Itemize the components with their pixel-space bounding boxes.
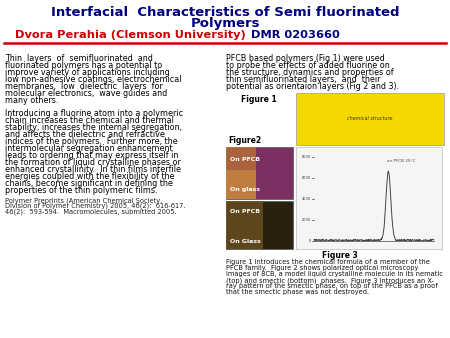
Text: that the smectic phase was not destroyed.: that the smectic phase was not destroyed…: [226, 289, 369, 295]
Text: energies coupled with the flexibility of the: energies coupled with the flexibility of…: [5, 172, 175, 180]
Text: Figure 3: Figure 3: [322, 251, 358, 260]
Text: PFCB based polymers (Fig 1) were used: PFCB based polymers (Fig 1) were used: [226, 54, 385, 63]
Bar: [226, 201, 263, 249]
Text: molecular electronics,  wave guides and: molecular electronics, wave guides and: [5, 89, 167, 98]
Text: On PFCB: On PFCB: [230, 209, 260, 214]
Text: and affects the dielectric and refractive: and affects the dielectric and refractiv…: [5, 129, 165, 139]
Text: Thin  layers  of  semifluorinated  and: Thin layers of semifluorinated and: [5, 54, 153, 63]
Bar: [226, 147, 293, 199]
Text: 46(2):  593-594.  Macromolecules, submitted 2005.: 46(2): 593-594. Macromolecules, submitte…: [5, 209, 176, 215]
Text: stability, increases the internal segregation,: stability, increases the internal segreg…: [5, 123, 182, 131]
Text: Figure2: Figure2: [228, 136, 261, 145]
Text: Interfacial  Characteristics of Semi fluorinated: Interfacial Characteristics of Semi fluo…: [51, 5, 399, 19]
Text: chain increases the chemical and thermal: chain increases the chemical and thermal: [5, 116, 174, 125]
Text: images of 8CB, a model liquid crystalline molecule in its nematic: images of 8CB, a model liquid crystallin…: [226, 271, 443, 277]
Bar: [296, 147, 442, 249]
Text: 4000: 4000: [302, 197, 311, 201]
Text: membranes,  low  dielectric  layers  for: membranes, low dielectric layers for: [5, 82, 163, 91]
Text: 8000: 8000: [302, 155, 311, 159]
Text: on PFCB 25°C: on PFCB 25°C: [387, 159, 415, 163]
Text: On PFCB: On PFCB: [230, 157, 260, 162]
Text: the structure, dynamics and properties of: the structure, dynamics and properties o…: [226, 68, 394, 77]
Text: many others.: many others.: [5, 96, 58, 105]
Bar: [296, 93, 444, 145]
Text: low non-adhesive coatings, electrochemical: low non-adhesive coatings, electrochemic…: [5, 75, 181, 84]
Bar: [226, 170, 256, 199]
Text: Figure 1 introduces the chemical formula of a member of the: Figure 1 introduces the chemical formula…: [226, 259, 430, 265]
Text: enhanced crystallinity.  In thin films interfile: enhanced crystallinity. In thin films in…: [5, 165, 181, 174]
Bar: [226, 147, 256, 199]
Text: 2000: 2000: [302, 218, 311, 222]
Text: intermolecular segregation enhancement: intermolecular segregation enhancement: [5, 144, 173, 152]
Text: chains, become significant in defining the: chains, become significant in defining t…: [5, 178, 173, 188]
Text: 0: 0: [309, 239, 311, 243]
Text: indices of the polymers.  Further more, the: indices of the polymers. Further more, t…: [5, 137, 178, 146]
Text: 6000: 6000: [302, 176, 311, 180]
Text: thin semifluorinated layers,  and  their: thin semifluorinated layers, and their: [226, 75, 381, 84]
Text: Polymers: Polymers: [190, 18, 260, 30]
Text: Dvora Perahia (Clemson University): Dvora Perahia (Clemson University): [14, 30, 245, 40]
Text: fluorinated polymers has a potential to: fluorinated polymers has a potential to: [5, 61, 162, 70]
Text: Introducing a fluorine atom into a polymeric: Introducing a fluorine atom into a polym…: [5, 108, 183, 118]
Text: leads to ordering that may express itself in: leads to ordering that may express itsel…: [5, 151, 178, 160]
Text: improve variety of applications including: improve variety of applications includin…: [5, 68, 170, 77]
Text: potential as orientaion layers (Fig 2 and 3).: potential as orientaion layers (Fig 2 an…: [226, 82, 399, 91]
Text: properties of the thin polymeric films.: properties of the thin polymeric films.: [5, 186, 157, 195]
Text: On glass: On glass: [230, 187, 260, 192]
Text: the formation of liquid crystalline phases or: the formation of liquid crystalline phas…: [5, 158, 181, 167]
Text: PFCB family.  Figure 2 shows polarized optical microscopy: PFCB family. Figure 2 shows polarized op…: [226, 265, 418, 271]
Text: chemical structure: chemical structure: [347, 117, 393, 121]
Text: DMR 0203660: DMR 0203660: [243, 30, 339, 40]
Text: Figure 1: Figure 1: [241, 95, 277, 104]
Text: ray pattern of the smectic phase, on top of the PFCB as a proof: ray pattern of the smectic phase, on top…: [226, 283, 437, 289]
Text: to probe the effects of added fluorine on: to probe the effects of added fluorine o…: [226, 61, 390, 70]
Bar: [226, 201, 293, 249]
Text: Division of Polymer Chemistry) 2005, 46(2):  616-617.: Division of Polymer Chemistry) 2005, 46(…: [5, 203, 185, 209]
Text: On Glass: On Glass: [230, 239, 261, 244]
Text: Polymer Preprints (American Chemical Society,: Polymer Preprints (American Chemical Soc…: [5, 197, 162, 203]
Text: (top) and smectic (bottom)  phases.  Figure 3 introduces an X-: (top) and smectic (bottom) phases. Figur…: [226, 277, 434, 284]
